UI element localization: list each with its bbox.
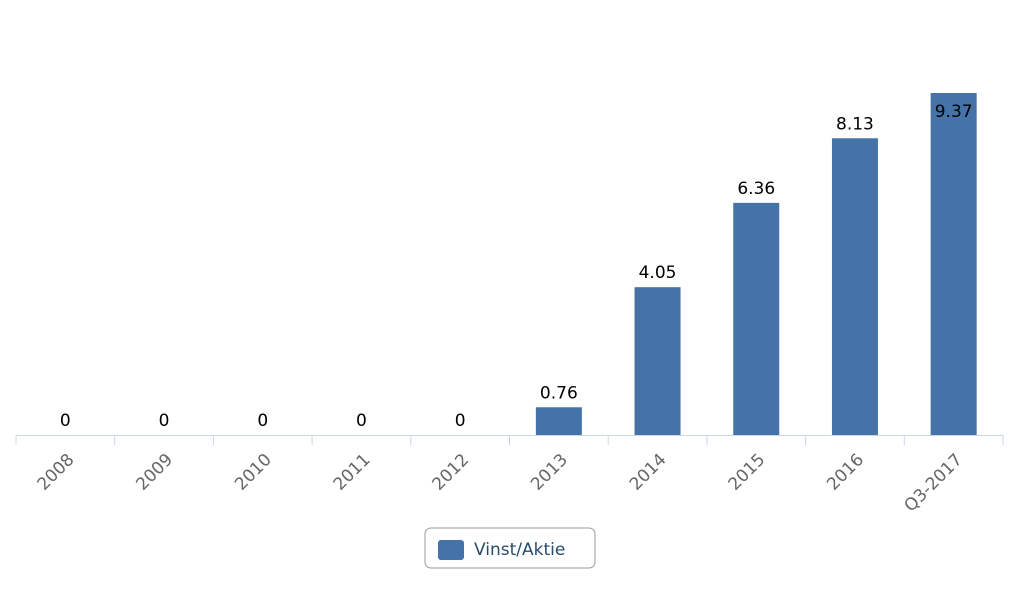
data-label: 0 <box>159 411 170 431</box>
x-tick-label: 2011 <box>330 450 375 495</box>
bar <box>535 407 582 435</box>
data-label: 8.13 <box>836 114 874 134</box>
data-label: 0 <box>60 411 71 431</box>
data-label: 0 <box>455 411 466 431</box>
x-tick-label: Q3-2017 <box>901 450 967 516</box>
data-label: 0 <box>257 411 268 431</box>
bar <box>634 287 681 435</box>
bar <box>733 202 780 435</box>
legend-label: Vinst/Aktie <box>474 540 565 560</box>
data-label: 9.37 <box>935 102 973 122</box>
x-tick-label: 2016 <box>823 450 868 495</box>
x-tick-label: 2008 <box>34 450 79 495</box>
data-label: 0 <box>356 411 367 431</box>
bar <box>930 93 977 435</box>
legend-box <box>424 527 596 569</box>
data-label: 4.05 <box>639 263 677 283</box>
data-label: 6.36 <box>737 179 775 199</box>
x-tick-label: 2013 <box>527 450 572 495</box>
x-tick-label: 2015 <box>725 450 770 495</box>
x-tick-label: 2009 <box>132 450 177 495</box>
legend-swatch <box>438 540 464 560</box>
x-tick-label: 2014 <box>626 450 671 495</box>
bar <box>831 138 878 435</box>
x-tick-label: 2010 <box>231 450 276 495</box>
x-tick-label: 2012 <box>428 450 473 495</box>
data-label: 0.76 <box>540 383 578 403</box>
